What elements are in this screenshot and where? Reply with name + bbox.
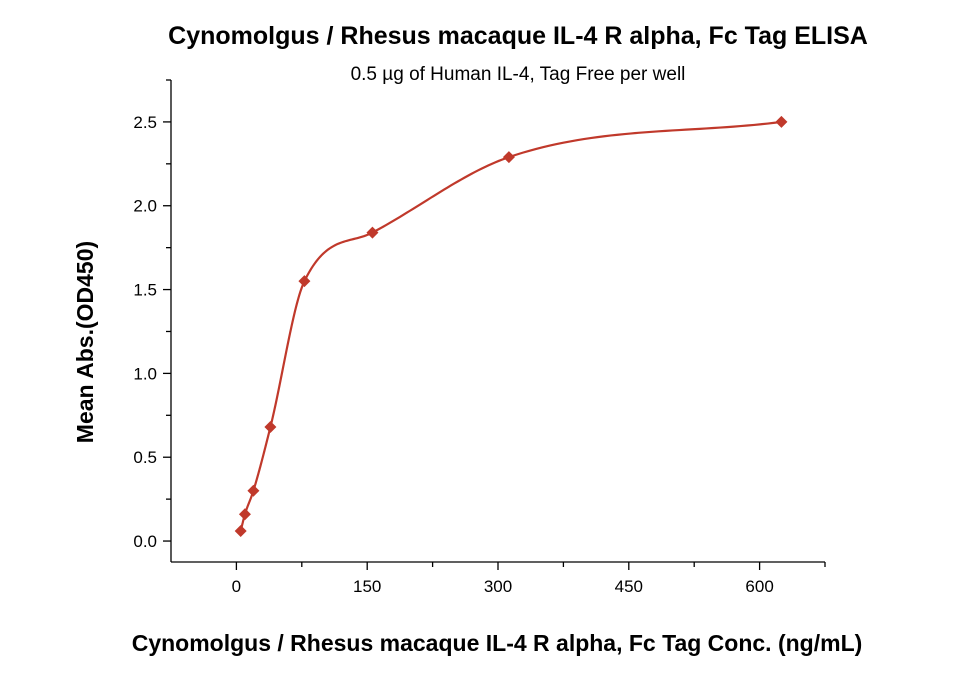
x-axis-label: Cynomolgus / Rhesus macaque IL-4 R alpha… — [132, 630, 863, 656]
y-tick-label: 1.5 — [133, 281, 157, 300]
x-tick-label: 450 — [615, 577, 643, 596]
y-tick-label: 2.5 — [133, 113, 157, 132]
data-point-diamond — [264, 421, 277, 434]
data-point-diamond — [234, 524, 247, 537]
fit-curve-layer — [239, 120, 782, 532]
chart-subtitle: 0.5 µg of Human IL-4, Tag Free per well — [351, 64, 686, 85]
data-point-diamond — [366, 226, 379, 239]
chart-title: Cynomolgus / Rhesus macaque IL-4 R alpha… — [168, 22, 868, 50]
x-tick-label: 300 — [484, 577, 512, 596]
x-tick-label: 600 — [745, 577, 773, 596]
y-tick-label: 2.0 — [133, 197, 157, 216]
axes — [170, 80, 825, 563]
data-point-diamond — [775, 115, 788, 128]
x-tick-label: 150 — [353, 577, 381, 596]
x-tick-label: 0 — [232, 577, 241, 596]
y-tick-label: 0.0 — [133, 532, 157, 551]
data-points — [234, 115, 788, 537]
y-tick-label: 0.5 — [133, 448, 157, 467]
data-point-diamond — [298, 275, 311, 288]
fit-curve — [239, 120, 782, 532]
y-axis-label: Mean Abs.(OD450) — [72, 241, 98, 443]
x-ticks: 0 150 300 450 600 — [232, 562, 826, 596]
data-point-diamond — [238, 508, 251, 521]
data-point-diamond — [502, 151, 515, 164]
data-point-diamond — [247, 484, 260, 497]
y-tick-label: 1.0 — [133, 364, 157, 383]
y-ticks: 0.0 0.5 1.0 1.5 2.0 2.5 — [133, 79, 171, 551]
